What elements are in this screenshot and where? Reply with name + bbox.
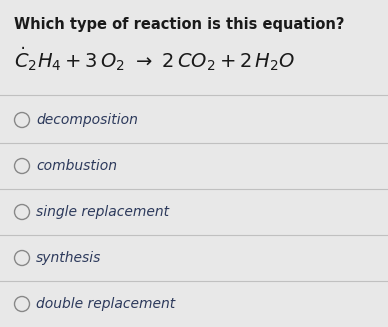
Text: synthesis: synthesis [36,251,101,265]
Text: single replacement: single replacement [36,205,169,219]
Text: combustion: combustion [36,159,117,173]
Text: $\mathit{\dot{C}_2H_4} + 3\,\mathit{O_2}\ \rightarrow\ 2\,\mathit{CO_2} + 2\,\ma: $\mathit{\dot{C}_2H_4} + 3\,\mathit{O_2}… [14,45,295,73]
Text: Which type of reaction is this equation?: Which type of reaction is this equation? [14,17,345,32]
Text: double replacement: double replacement [36,297,175,311]
Text: decomposition: decomposition [36,113,138,127]
